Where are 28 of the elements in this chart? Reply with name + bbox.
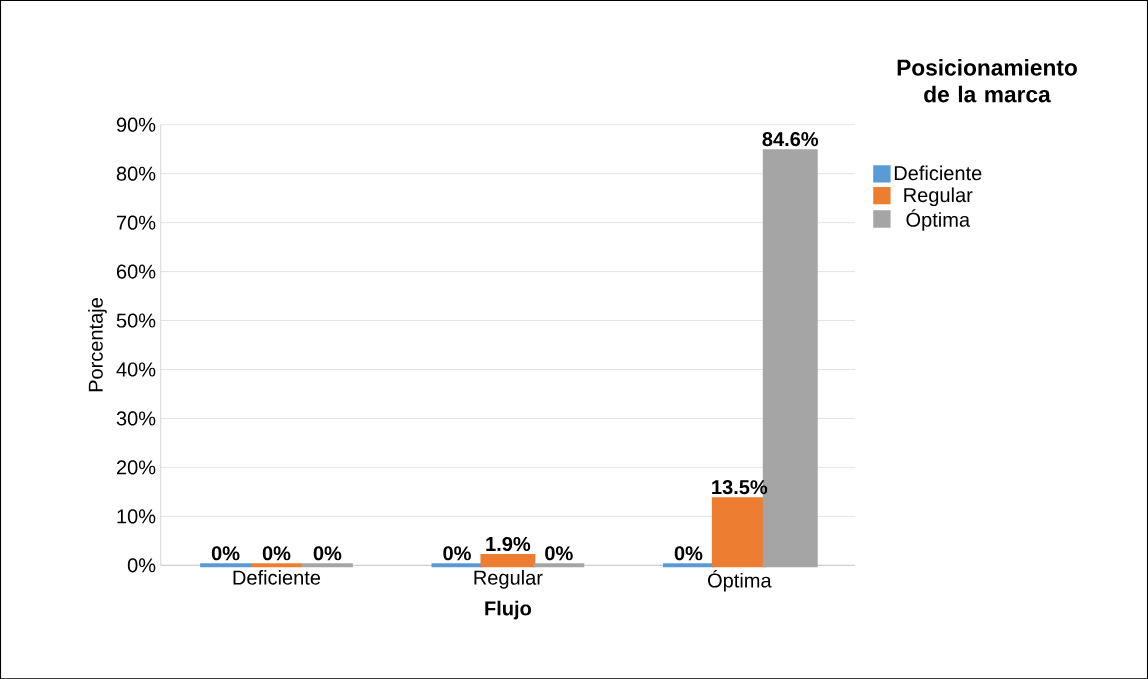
data-label: 13.5%: [712, 479, 768, 495]
y-tick-label: 40%: [116, 362, 156, 377]
data-label: 0%: [313, 546, 342, 561]
x-tick-label: Deficiente: [233, 569, 321, 585]
legend-label: Óptima: [906, 209, 971, 231]
data-label: 0%: [674, 546, 703, 561]
y-tick-label: 80%: [116, 166, 156, 181]
legend-label: Regular: [904, 187, 973, 206]
x-tick-label: Regular: [474, 569, 543, 589]
y-tick-label: 50%: [116, 313, 156, 328]
x-axis-title: Flujo: [485, 600, 532, 620]
data-label: 0%: [262, 546, 291, 561]
data-label: 84.6%: [762, 131, 819, 147]
y-tick-label: 70%: [116, 215, 156, 230]
y-tick-label: 10%: [117, 509, 156, 524]
y-tick-label: 60%: [116, 264, 156, 279]
x-tick-label: Óptima: [708, 569, 772, 592]
legend-title: Posicionamiento de la marca: [897, 58, 1077, 103]
data-label: 1.9%: [486, 536, 531, 551]
data-label: 0%: [443, 546, 471, 561]
data-label: 0%: [211, 546, 240, 561]
y-tick-label: 0%: [127, 558, 156, 573]
y-tick-label: 30%: [116, 411, 156, 426]
data-label: 0%: [545, 546, 573, 561]
legend-label: Deficiente: [894, 165, 982, 181]
y-tick-label: 90%: [116, 117, 156, 132]
y-axis-title: Porcentaje: [88, 297, 107, 392]
y-tick-label: 20%: [116, 460, 156, 475]
